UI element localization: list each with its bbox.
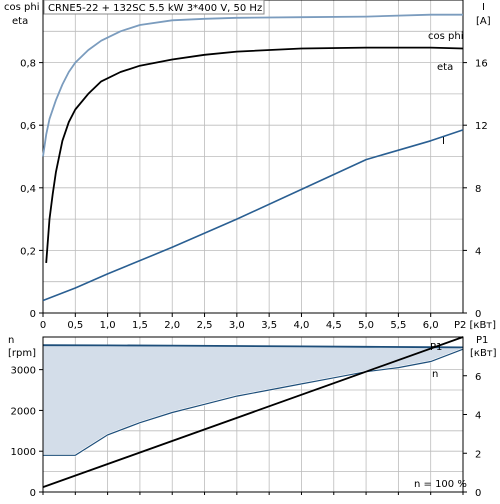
- top-ytick-right-label: 12: [475, 121, 488, 132]
- top-xtick-label: 4,5: [326, 320, 342, 331]
- top-xtick-label: 0,5: [67, 320, 83, 331]
- bottom-ytick-right-label: 6: [475, 372, 481, 383]
- bottom-ytick-left-label: 1000: [11, 447, 36, 458]
- top-ytick-right-label: 0: [475, 309, 481, 320]
- top-xtick-label: 5,5: [390, 320, 406, 331]
- top-right-axis-label-1: I: [482, 2, 485, 13]
- speed-n-line: [43, 348, 464, 456]
- bottom-right-axis-label-2: [кВт]: [470, 348, 497, 359]
- bottom-ytick-right-label: 2: [475, 449, 481, 460]
- label-cos-phi: cos phi: [428, 31, 463, 42]
- bottom-left-axis-label-1: n: [8, 335, 14, 346]
- top-xtick-label: 1,0: [100, 320, 116, 331]
- chart-title: CRNE5-22 + 132SC 5.5 kW 3*400 V, 50 Hz: [48, 3, 262, 14]
- bottom-ytick-right-label: 4: [475, 411, 481, 422]
- top-series-line: [42, 129, 464, 302]
- label-eta: eta: [437, 62, 453, 73]
- title-box: [43, 0, 265, 15]
- label-current: I: [442, 136, 445, 147]
- top-xtick-label: 1,5: [132, 320, 148, 331]
- bottom-right-axis-label-1: P1: [476, 335, 488, 346]
- bottom-ytick-left-label: 2000: [11, 406, 36, 417]
- top-xtick-label: 2,5: [197, 320, 213, 331]
- label-n: n: [432, 369, 438, 380]
- bottom-ytick-right-label: 0: [475, 488, 481, 499]
- top-x-unit-label: P2 [кВт]: [454, 320, 496, 331]
- bottom-left-axis-label-2: [rpm]: [8, 348, 36, 359]
- top-ytick-right-label: 16: [475, 59, 488, 70]
- top-series-line: [45, 46, 464, 263]
- p1-line: [42, 336, 464, 489]
- top-ytick-left-label: 0: [30, 309, 36, 320]
- top-ytick-left-label: 0,2: [20, 246, 36, 257]
- top-ytick-left-label: 0,6: [20, 121, 36, 132]
- speed-max-line: [42, 344, 464, 349]
- speed-note: n = 100 %: [414, 479, 467, 490]
- bottom-ytick-left-label: 0: [30, 488, 36, 499]
- top-xtick-label: 3,0: [229, 320, 245, 331]
- top-xtick-label: 3,5: [261, 320, 277, 331]
- top-ytick-left-label: 0,8: [20, 59, 36, 70]
- top-left-axis-label-2: eta: [12, 16, 28, 27]
- bottom-ytick-left-label: 3000: [11, 366, 36, 377]
- top-ytick-right-label: 4: [475, 246, 481, 257]
- label-p1: P1: [430, 342, 442, 353]
- top-series-line: [42, 13, 463, 157]
- top-right-axis-label-2: [A]: [476, 16, 491, 27]
- top-ytick-left-label: 0,4: [20, 184, 36, 195]
- top-xtick-label: 4,0: [294, 320, 310, 331]
- top-left-axis-label-1: cos phi: [4, 2, 39, 13]
- top-xtick-label: 0: [40, 320, 46, 331]
- top-xtick-label: 2,0: [164, 320, 180, 331]
- top-ytick-right-label: 8: [475, 184, 481, 195]
- top-xtick-label: 6,0: [423, 320, 439, 331]
- top-xtick-label: 5,0: [358, 320, 374, 331]
